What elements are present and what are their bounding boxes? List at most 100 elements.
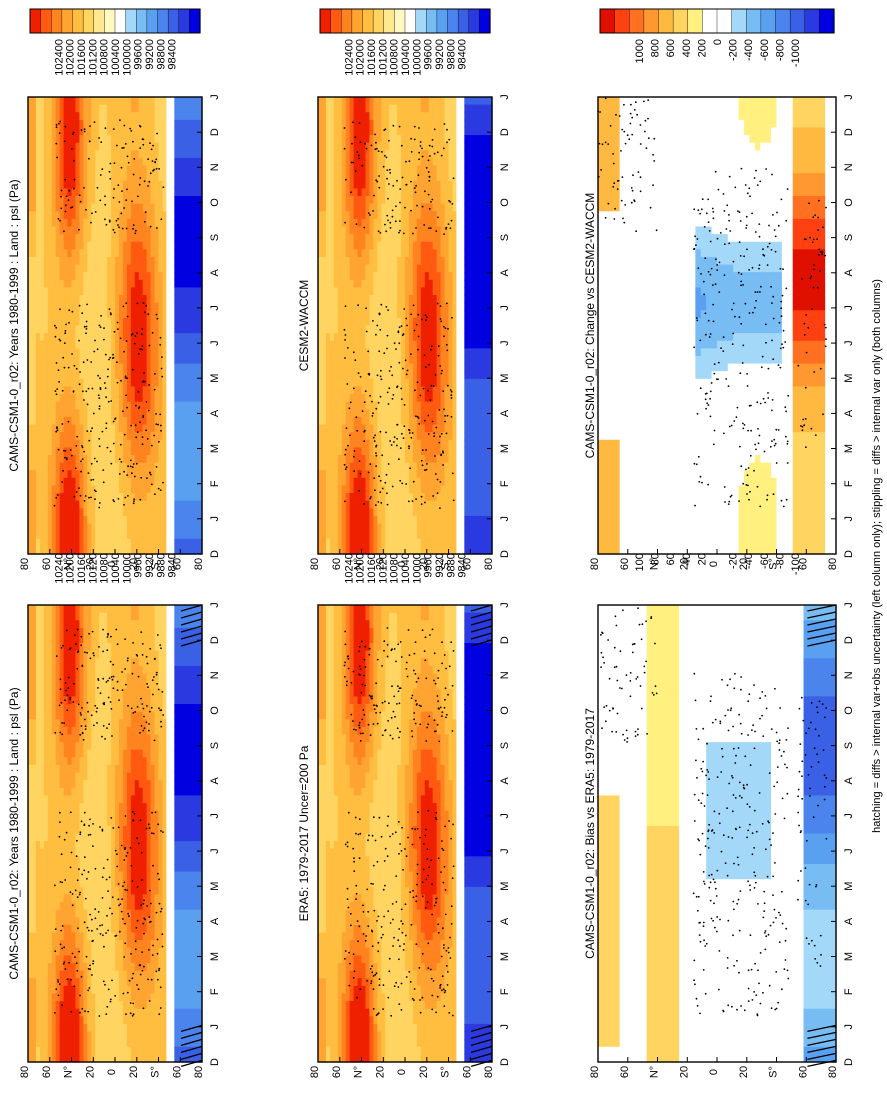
heatmap-cell bbox=[111, 143, 116, 151]
heatmap-cell bbox=[40, 666, 45, 674]
stipple-dot bbox=[114, 995, 116, 997]
heatmap-cell bbox=[162, 613, 167, 621]
heatmap-cell bbox=[36, 712, 41, 720]
heatmap-cell bbox=[174, 689, 179, 697]
heatmap-cell bbox=[115, 780, 120, 788]
heatmap-cell bbox=[111, 242, 116, 250]
heatmap-cell bbox=[36, 834, 41, 842]
stipple-dot bbox=[115, 850, 117, 852]
heatmap-cell bbox=[123, 280, 128, 288]
heatmap-cell bbox=[87, 1024, 92, 1032]
heatmap-cell bbox=[186, 986, 191, 994]
heatmap-cell bbox=[40, 628, 45, 636]
heatmap-cell bbox=[64, 727, 69, 735]
heatmap-cell bbox=[111, 795, 116, 803]
heatmap-cell bbox=[166, 963, 171, 971]
heatmap-cell bbox=[48, 643, 53, 651]
heatmap-cell bbox=[32, 234, 37, 242]
heatmap-cell bbox=[44, 287, 49, 295]
heatmap-cell bbox=[79, 318, 84, 326]
heatmap-cell bbox=[60, 280, 65, 288]
heatmap-cell bbox=[155, 834, 160, 842]
heatmap-cell bbox=[40, 993, 45, 1001]
heatmap-cell bbox=[56, 97, 61, 105]
heatmap-cell bbox=[87, 211, 92, 219]
heatmap-cell bbox=[52, 1001, 57, 1009]
heatmap-cell bbox=[52, 318, 57, 326]
heatmap-cell bbox=[174, 635, 179, 643]
heatmap-cell bbox=[147, 872, 152, 880]
heatmap-cell bbox=[68, 386, 73, 394]
heatmap-cell bbox=[36, 757, 41, 765]
heatmap-cell bbox=[170, 635, 175, 643]
heatmap-cell bbox=[95, 204, 100, 212]
heatmap-cell bbox=[91, 605, 96, 613]
heatmap-cell bbox=[139, 158, 144, 166]
heatmap-cell bbox=[99, 818, 104, 826]
heatmap-cell bbox=[115, 120, 120, 128]
stipple-dot bbox=[155, 811, 157, 813]
heatmap-cell bbox=[75, 841, 80, 849]
heatmap-cell bbox=[115, 841, 120, 849]
heatmap-cell bbox=[52, 531, 57, 539]
heatmap-cell bbox=[107, 841, 112, 849]
heatmap-cell bbox=[79, 127, 84, 135]
heatmap-cell bbox=[87, 105, 92, 113]
heatmap-cell bbox=[68, 971, 73, 979]
heatmap-cell bbox=[174, 1009, 179, 1017]
heatmap-cell bbox=[83, 105, 88, 113]
heatmap-cell bbox=[64, 531, 69, 539]
heatmap-cell bbox=[32, 978, 37, 986]
heatmap-cell bbox=[95, 933, 100, 941]
heatmap-cell bbox=[79, 811, 84, 819]
heatmap-cell bbox=[131, 485, 136, 493]
heatmap-cell bbox=[143, 196, 148, 204]
heatmap-cell bbox=[87, 348, 92, 356]
stipple-dot bbox=[88, 871, 90, 873]
heatmap-cell bbox=[40, 280, 45, 288]
heatmap-cell bbox=[91, 440, 96, 448]
heatmap-cell bbox=[68, 902, 73, 910]
heatmap-cell bbox=[75, 158, 80, 166]
heatmap-cell bbox=[44, 780, 49, 788]
heatmap-cell bbox=[48, 493, 53, 501]
heatmap-cell bbox=[83, 280, 88, 288]
heatmap-cell bbox=[83, 689, 88, 697]
heatmap-cell bbox=[95, 105, 100, 113]
heatmap-cell bbox=[143, 516, 148, 524]
heatmap-cell bbox=[123, 795, 128, 803]
heatmap-cell bbox=[147, 1024, 152, 1032]
heatmap-cell bbox=[190, 872, 195, 880]
heatmap-cell bbox=[83, 531, 88, 539]
heatmap-cell bbox=[52, 447, 57, 455]
heatmap-cell bbox=[190, 879, 195, 887]
heatmap-cell bbox=[135, 856, 140, 864]
heatmap-cell bbox=[178, 963, 183, 971]
heatmap-cell bbox=[115, 394, 120, 402]
heatmap-cell bbox=[68, 447, 73, 455]
heatmap-cell bbox=[32, 539, 37, 547]
stipple-dot bbox=[136, 837, 138, 839]
heatmap-cell bbox=[143, 425, 148, 433]
heatmap-cell bbox=[127, 204, 132, 212]
heatmap-cell bbox=[170, 605, 175, 613]
heatmap-cell bbox=[79, 432, 84, 440]
heatmap-cell bbox=[40, 727, 45, 735]
heatmap-cell bbox=[60, 773, 65, 781]
heatmap-cell bbox=[103, 97, 108, 105]
heatmap-cell bbox=[60, 318, 65, 326]
heatmap-cell bbox=[83, 386, 88, 394]
heatmap-cell bbox=[87, 409, 92, 417]
heatmap-cell bbox=[123, 219, 128, 227]
heatmap-cell bbox=[91, 742, 96, 750]
stipple-dot bbox=[59, 821, 61, 823]
heatmap-cell bbox=[32, 249, 37, 257]
heatmap-cell bbox=[32, 605, 37, 613]
heatmap-cell bbox=[56, 734, 61, 742]
heatmap-cell bbox=[56, 712, 61, 720]
heatmap-cell bbox=[166, 864, 171, 872]
heatmap-cell bbox=[60, 864, 65, 872]
heatmap-cell bbox=[36, 795, 41, 803]
stipple-dot bbox=[135, 940, 137, 942]
heatmap-cell bbox=[83, 402, 88, 410]
